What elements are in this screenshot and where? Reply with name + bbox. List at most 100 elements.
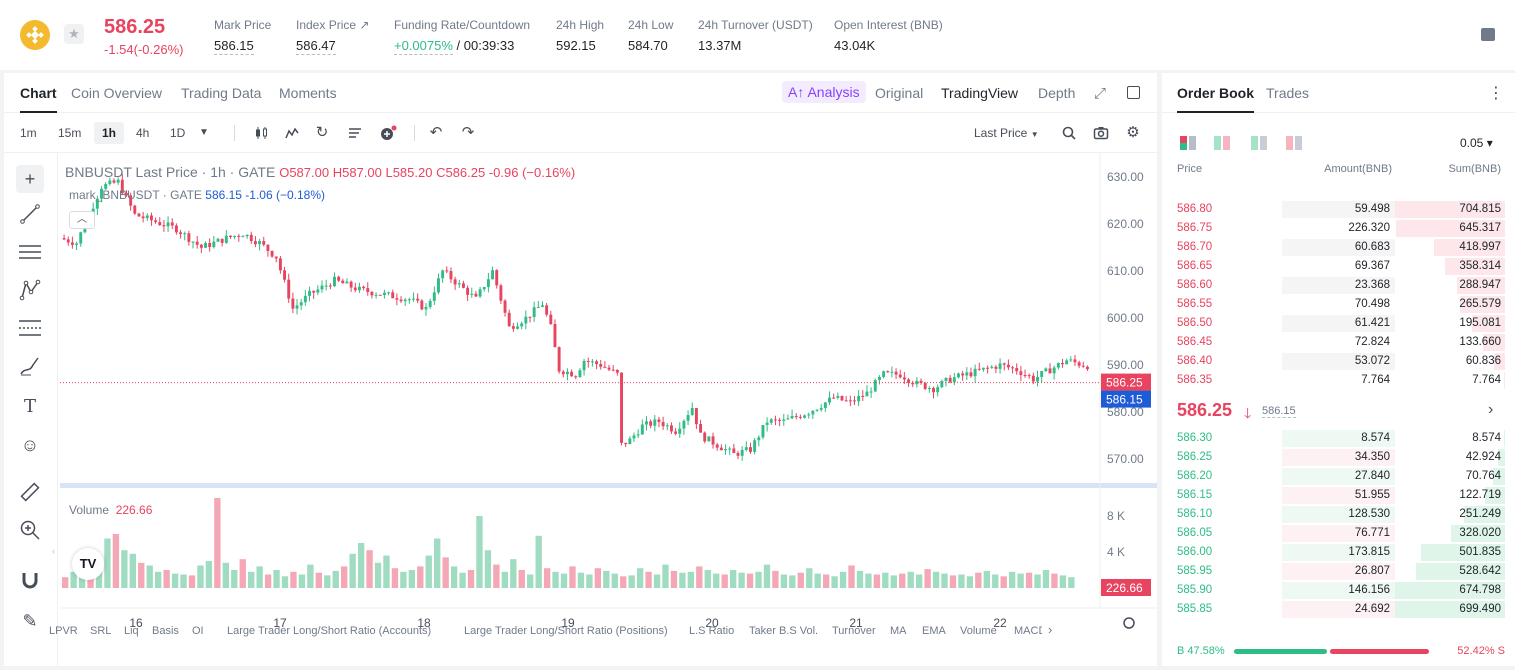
add-alert-icon[interactable] bbox=[379, 125, 397, 141]
bid-row[interactable]: 585.90 146.156 674.798 bbox=[1162, 581, 1515, 600]
indicator-macd[interactable]: MACD bbox=[1014, 625, 1042, 637]
bid-row[interactable]: 586.15 51.955 122.719 bbox=[1162, 486, 1515, 505]
view-tradingview[interactable]: TradingView bbox=[941, 85, 1019, 101]
x-tick-label: 19 bbox=[561, 616, 575, 630]
indicator-large-trader-positions[interactable]: Large Trader Long/Short Ratio (Positions… bbox=[464, 625, 668, 637]
tf-1m[interactable]: 1m bbox=[20, 126, 37, 140]
tab-coin-overview[interactable]: Coin Overview bbox=[71, 85, 163, 101]
ask-row[interactable]: 586.80 59.498 704.815 bbox=[1162, 200, 1515, 219]
expand-toolbar-icon[interactable]: ‹ bbox=[52, 546, 55, 556]
redo-icon[interactable]: ↷ bbox=[461, 124, 475, 141]
candle-body bbox=[561, 371, 565, 375]
trend-line-icon[interactable] bbox=[16, 203, 44, 231]
text-tool-icon[interactable]: T bbox=[23, 396, 36, 417]
bid-row[interactable]: 586.25 34.350 42.924 bbox=[1162, 448, 1515, 467]
indicator-basis[interactable]: Basis bbox=[152, 625, 179, 637]
ask-row[interactable]: 586.65 69.367 358.314 bbox=[1162, 257, 1515, 276]
bid-row[interactable]: 586.10 128.530 251.249 bbox=[1162, 505, 1515, 524]
crosshair-icon[interactable]: + bbox=[16, 165, 44, 193]
tf-4h[interactable]: 4h bbox=[136, 126, 150, 140]
window-icon[interactable] bbox=[1127, 86, 1140, 99]
settings-gear-icon[interactable]: ⚙ bbox=[1126, 124, 1140, 141]
indicator-ema[interactable]: EMA bbox=[922, 625, 946, 637]
tf-1d[interactable]: 1D bbox=[170, 126, 186, 140]
emoji-icon[interactable]: ☺ bbox=[20, 435, 40, 455]
fullscreen-icon[interactable]: ⤢ bbox=[1094, 85, 1107, 102]
volume-bar bbox=[281, 576, 289, 588]
ask-row[interactable]: 586.40 53.072 60.836 bbox=[1162, 352, 1515, 371]
more-chevron-icon[interactable]: › bbox=[1488, 401, 1494, 418]
buy-ratio-bar bbox=[1234, 649, 1327, 654]
stat-index-price[interactable]: Index Price ↗ 586.47 bbox=[296, 18, 370, 55]
bid-row[interactable]: 585.85 24.692 699.490 bbox=[1162, 600, 1515, 619]
book-layout-asks-icon[interactable] bbox=[1286, 136, 1302, 150]
compare-icon[interactable]: ↻ bbox=[315, 124, 329, 141]
time-settings-icon[interactable] bbox=[1123, 617, 1135, 629]
search-icon[interactable] bbox=[1061, 125, 1077, 141]
ask-row[interactable]: 586.70 60.683 418.997 bbox=[1162, 238, 1515, 257]
view-depth[interactable]: Depth bbox=[1038, 85, 1076, 101]
tab-chart[interactable]: Chart bbox=[20, 85, 57, 113]
ask-row[interactable]: 586.35 7.764 7.764 bbox=[1162, 371, 1515, 390]
tradingview-logo-icon[interactable]: TV bbox=[72, 548, 104, 580]
tf-15m[interactable]: 15m bbox=[58, 126, 82, 140]
candle-body bbox=[690, 408, 694, 416]
bid-row[interactable]: 586.30 8.574 8.574 bbox=[1162, 429, 1515, 448]
price-source-select[interactable]: Last Price ▼ bbox=[974, 126, 1039, 140]
indicator-scroll-right-icon[interactable]: › bbox=[1048, 622, 1053, 637]
tick-size-select[interactable]: 0.05 ▾ bbox=[1460, 136, 1493, 150]
indicator-oi[interactable]: OI bbox=[192, 625, 204, 637]
view-original[interactable]: Original bbox=[875, 85, 924, 101]
ask-row[interactable]: 586.55 70.498 265.579 bbox=[1162, 295, 1515, 314]
tab-trading-data[interactable]: Trading Data bbox=[181, 85, 262, 101]
ruler-icon[interactable] bbox=[16, 481, 44, 509]
ai-analysis-button[interactable]: A↑ Analysis bbox=[782, 81, 866, 103]
more-options-icon[interactable]: ⋮ bbox=[1488, 85, 1504, 102]
fibonacci-icon[interactable] bbox=[16, 317, 44, 345]
ask-row[interactable]: 586.50 61.421 195.081 bbox=[1162, 314, 1515, 333]
indicator-taker-bs-vol[interactable]: Taker B.S Vol. bbox=[749, 625, 819, 637]
templates-icon[interactable] bbox=[347, 125, 363, 141]
tab-trades[interactable]: Trades bbox=[1266, 85, 1310, 101]
indicator-ls-ratio[interactable]: L.S Ratio bbox=[689, 625, 735, 637]
candle-type-icon[interactable] bbox=[254, 125, 270, 141]
ask-row[interactable]: 586.45 72.824 133.660 bbox=[1162, 333, 1515, 352]
tab-moments[interactable]: Moments bbox=[279, 85, 337, 101]
favorite-star-icon[interactable]: ★ bbox=[64, 24, 84, 44]
zoom-in-icon[interactable] bbox=[16, 519, 44, 547]
magnet-icon[interactable] bbox=[16, 569, 44, 597]
tab-order-book[interactable]: Order Book bbox=[1177, 85, 1255, 113]
volume-bar bbox=[949, 575, 957, 588]
pattern-icon[interactable] bbox=[16, 279, 44, 307]
horizontal-lines-icon[interactable] bbox=[16, 241, 44, 269]
collapse-legend-button[interactable]: ︿ bbox=[69, 211, 95, 229]
ask-row[interactable]: 586.60 23.368 288.947 bbox=[1162, 276, 1515, 295]
candle-body bbox=[449, 271, 453, 280]
brush-icon[interactable] bbox=[16, 355, 44, 383]
candle-body bbox=[915, 380, 919, 385]
indicator-ma[interactable]: MA bbox=[890, 625, 907, 637]
indicator-srl[interactable]: SRL bbox=[90, 625, 112, 637]
indicator-liq[interactable]: Liq bbox=[124, 625, 139, 637]
guide-book-icon[interactable] bbox=[1481, 28, 1495, 41]
indicator-large-trader-accounts[interactable]: Large Trader Long/Short Ratio (Accounts) bbox=[227, 625, 432, 637]
bid-row[interactable]: 586.00 173.815 501.835 bbox=[1162, 543, 1515, 562]
book-layout-both-icon[interactable] bbox=[1180, 136, 1196, 150]
edit-pencil-icon[interactable]: ✎ bbox=[22, 611, 38, 631]
ask-row[interactable]: 586.75 226.320 645.317 bbox=[1162, 219, 1515, 238]
bid-row[interactable]: 586.20 27.840 70.764 bbox=[1162, 467, 1515, 486]
timeframe-dropdown-icon[interactable]: ▼ bbox=[199, 127, 209, 138]
indicator-volume[interactable]: Volume bbox=[960, 625, 997, 637]
bid-row[interactable]: 585.95 26.807 528.642 bbox=[1162, 562, 1515, 581]
indicator-turnover[interactable]: Turnover bbox=[832, 625, 876, 637]
book-layout-bids-icon[interactable] bbox=[1251, 136, 1267, 150]
tf-1h[interactable]: 1h bbox=[94, 122, 125, 144]
indicator-lpvr[interactable]: LPVR bbox=[49, 625, 78, 637]
candle-body bbox=[108, 180, 112, 185]
indicators-icon[interactable] bbox=[284, 125, 300, 141]
undo-icon[interactable]: ↶ bbox=[429, 124, 443, 141]
book-layout-asks-bids-icon[interactable] bbox=[1214, 136, 1230, 150]
screenshot-camera-icon[interactable] bbox=[1093, 125, 1109, 141]
candlestick-chart[interactable]: 570.00 580.00 590.00 600.00 610.00 620.00 630.… bbox=[60, 153, 1157, 666]
bid-row[interactable]: 586.05 76.771 328.020 bbox=[1162, 524, 1515, 543]
